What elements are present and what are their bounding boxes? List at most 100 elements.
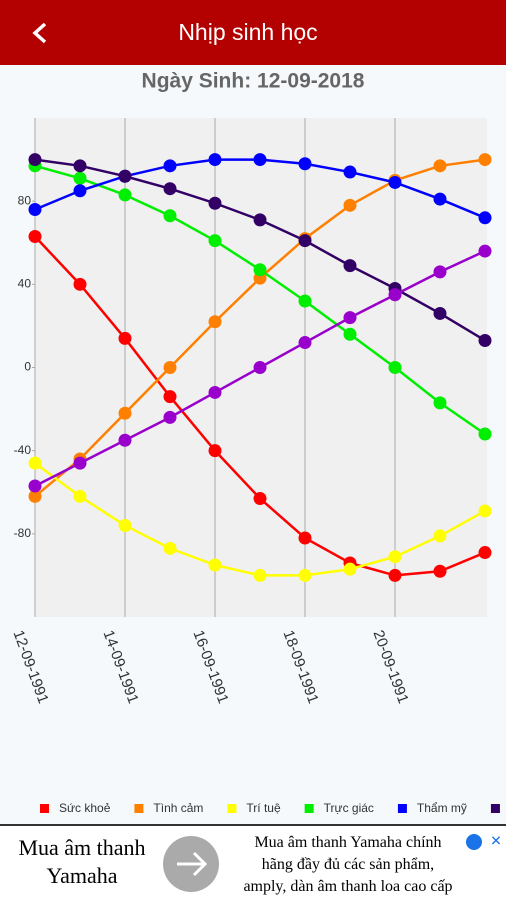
data-point (433, 265, 447, 279)
data-point (208, 558, 222, 572)
ad-close[interactable]: ✕ (490, 833, 502, 849)
data-point (163, 209, 177, 223)
y-tick-label: 40 (18, 277, 32, 291)
x-tick-label: 20-09-1991 (370, 628, 412, 706)
data-point (118, 188, 132, 202)
data-point (163, 361, 177, 374)
back-button[interactable] (32, 22, 47, 44)
data-point (433, 396, 447, 410)
data-point (343, 198, 357, 212)
data-point (298, 568, 312, 582)
x-tick-label: 14-09-1991 (100, 628, 142, 706)
data-point (28, 202, 42, 216)
data-point (433, 529, 447, 543)
y-tick-label: -80 (14, 526, 32, 540)
x-tick-label: 16-09-1991 (190, 628, 232, 706)
data-point (163, 390, 177, 404)
ad-info[interactable] (466, 834, 482, 850)
y-tick-label: -40 (14, 443, 32, 457)
data-point (478, 211, 492, 225)
data-point (388, 568, 402, 582)
data-point (163, 182, 177, 196)
data-point (118, 331, 132, 345)
legend-label: Trực giác (324, 801, 374, 815)
data-point (478, 427, 492, 441)
data-point (478, 333, 492, 347)
data-point (343, 327, 357, 341)
data-point (253, 153, 267, 167)
data-point (253, 361, 267, 374)
data-point (163, 541, 177, 555)
ad-banner[interactable] (0, 825, 506, 900)
data-point (118, 169, 132, 183)
data-point (118, 519, 132, 533)
data-point (388, 288, 402, 302)
data-point (478, 153, 492, 167)
legend-swatch (40, 804, 49, 813)
data-point (28, 456, 42, 470)
data-point (253, 263, 267, 277)
data-point (73, 489, 87, 503)
data-point (298, 234, 312, 248)
legend-swatch (134, 804, 144, 813)
data-point (208, 315, 222, 329)
data-point (253, 213, 267, 227)
y-tick-label: 0 (24, 360, 31, 374)
ad-arrow (177, 851, 208, 877)
data-point (73, 184, 87, 198)
data-point (73, 171, 87, 185)
data-point (208, 444, 222, 458)
data-point (343, 259, 357, 273)
data-point (28, 479, 42, 493)
data-point (208, 153, 222, 167)
legend-label: Trí tuệ (246, 801, 281, 815)
data-point (28, 230, 42, 244)
x-tick-label: 12-09-1991 (10, 628, 52, 706)
app-bar (0, 0, 506, 65)
data-point (73, 456, 87, 470)
data-point (388, 550, 402, 564)
legend-swatch (397, 804, 407, 813)
legend-label: Tình cảm (153, 801, 203, 815)
data-point (433, 192, 447, 206)
data-point (433, 306, 447, 320)
chart-title: Ngày Sinh: 12-09-2018 (142, 70, 365, 93)
data-point (73, 159, 87, 173)
data-point (163, 410, 177, 424)
data-point (163, 159, 177, 173)
data-point (433, 564, 447, 578)
data-point (388, 361, 402, 374)
legend-label: Sức khoẻ (59, 801, 111, 815)
data-point (478, 546, 492, 560)
data-point (298, 531, 312, 545)
y-tick-label: 80 (18, 193, 32, 207)
data-point (343, 165, 357, 179)
data-point (298, 294, 312, 308)
x-tick-label: 18-09-1991 (280, 628, 322, 706)
legend-label: Thẩm mỹ (417, 801, 467, 815)
data-point (433, 159, 447, 173)
data-point (298, 336, 312, 350)
data-point (343, 562, 357, 576)
data-point (118, 406, 132, 420)
data-point (478, 504, 492, 518)
ad-headline: Mua âm thanh Yamaha (18, 835, 145, 888)
app-title: Nhịp sinh học (178, 19, 317, 45)
data-point (208, 385, 222, 399)
data-point (208, 196, 222, 210)
data-point (118, 433, 132, 447)
legend-swatch (490, 804, 500, 813)
legend-swatch (304, 804, 314, 813)
data-point (253, 568, 267, 582)
data-point (298, 157, 312, 171)
data-point (388, 175, 402, 189)
data-point (73, 277, 87, 291)
data-point (28, 153, 42, 167)
data-point (208, 234, 222, 248)
ad-body: Mua âm thanh Yamaha chính hãng đầy đủ các… (243, 834, 452, 895)
legend-swatch (227, 804, 237, 813)
data-point (478, 244, 492, 258)
data-point (28, 489, 42, 503)
data-point (343, 311, 357, 325)
